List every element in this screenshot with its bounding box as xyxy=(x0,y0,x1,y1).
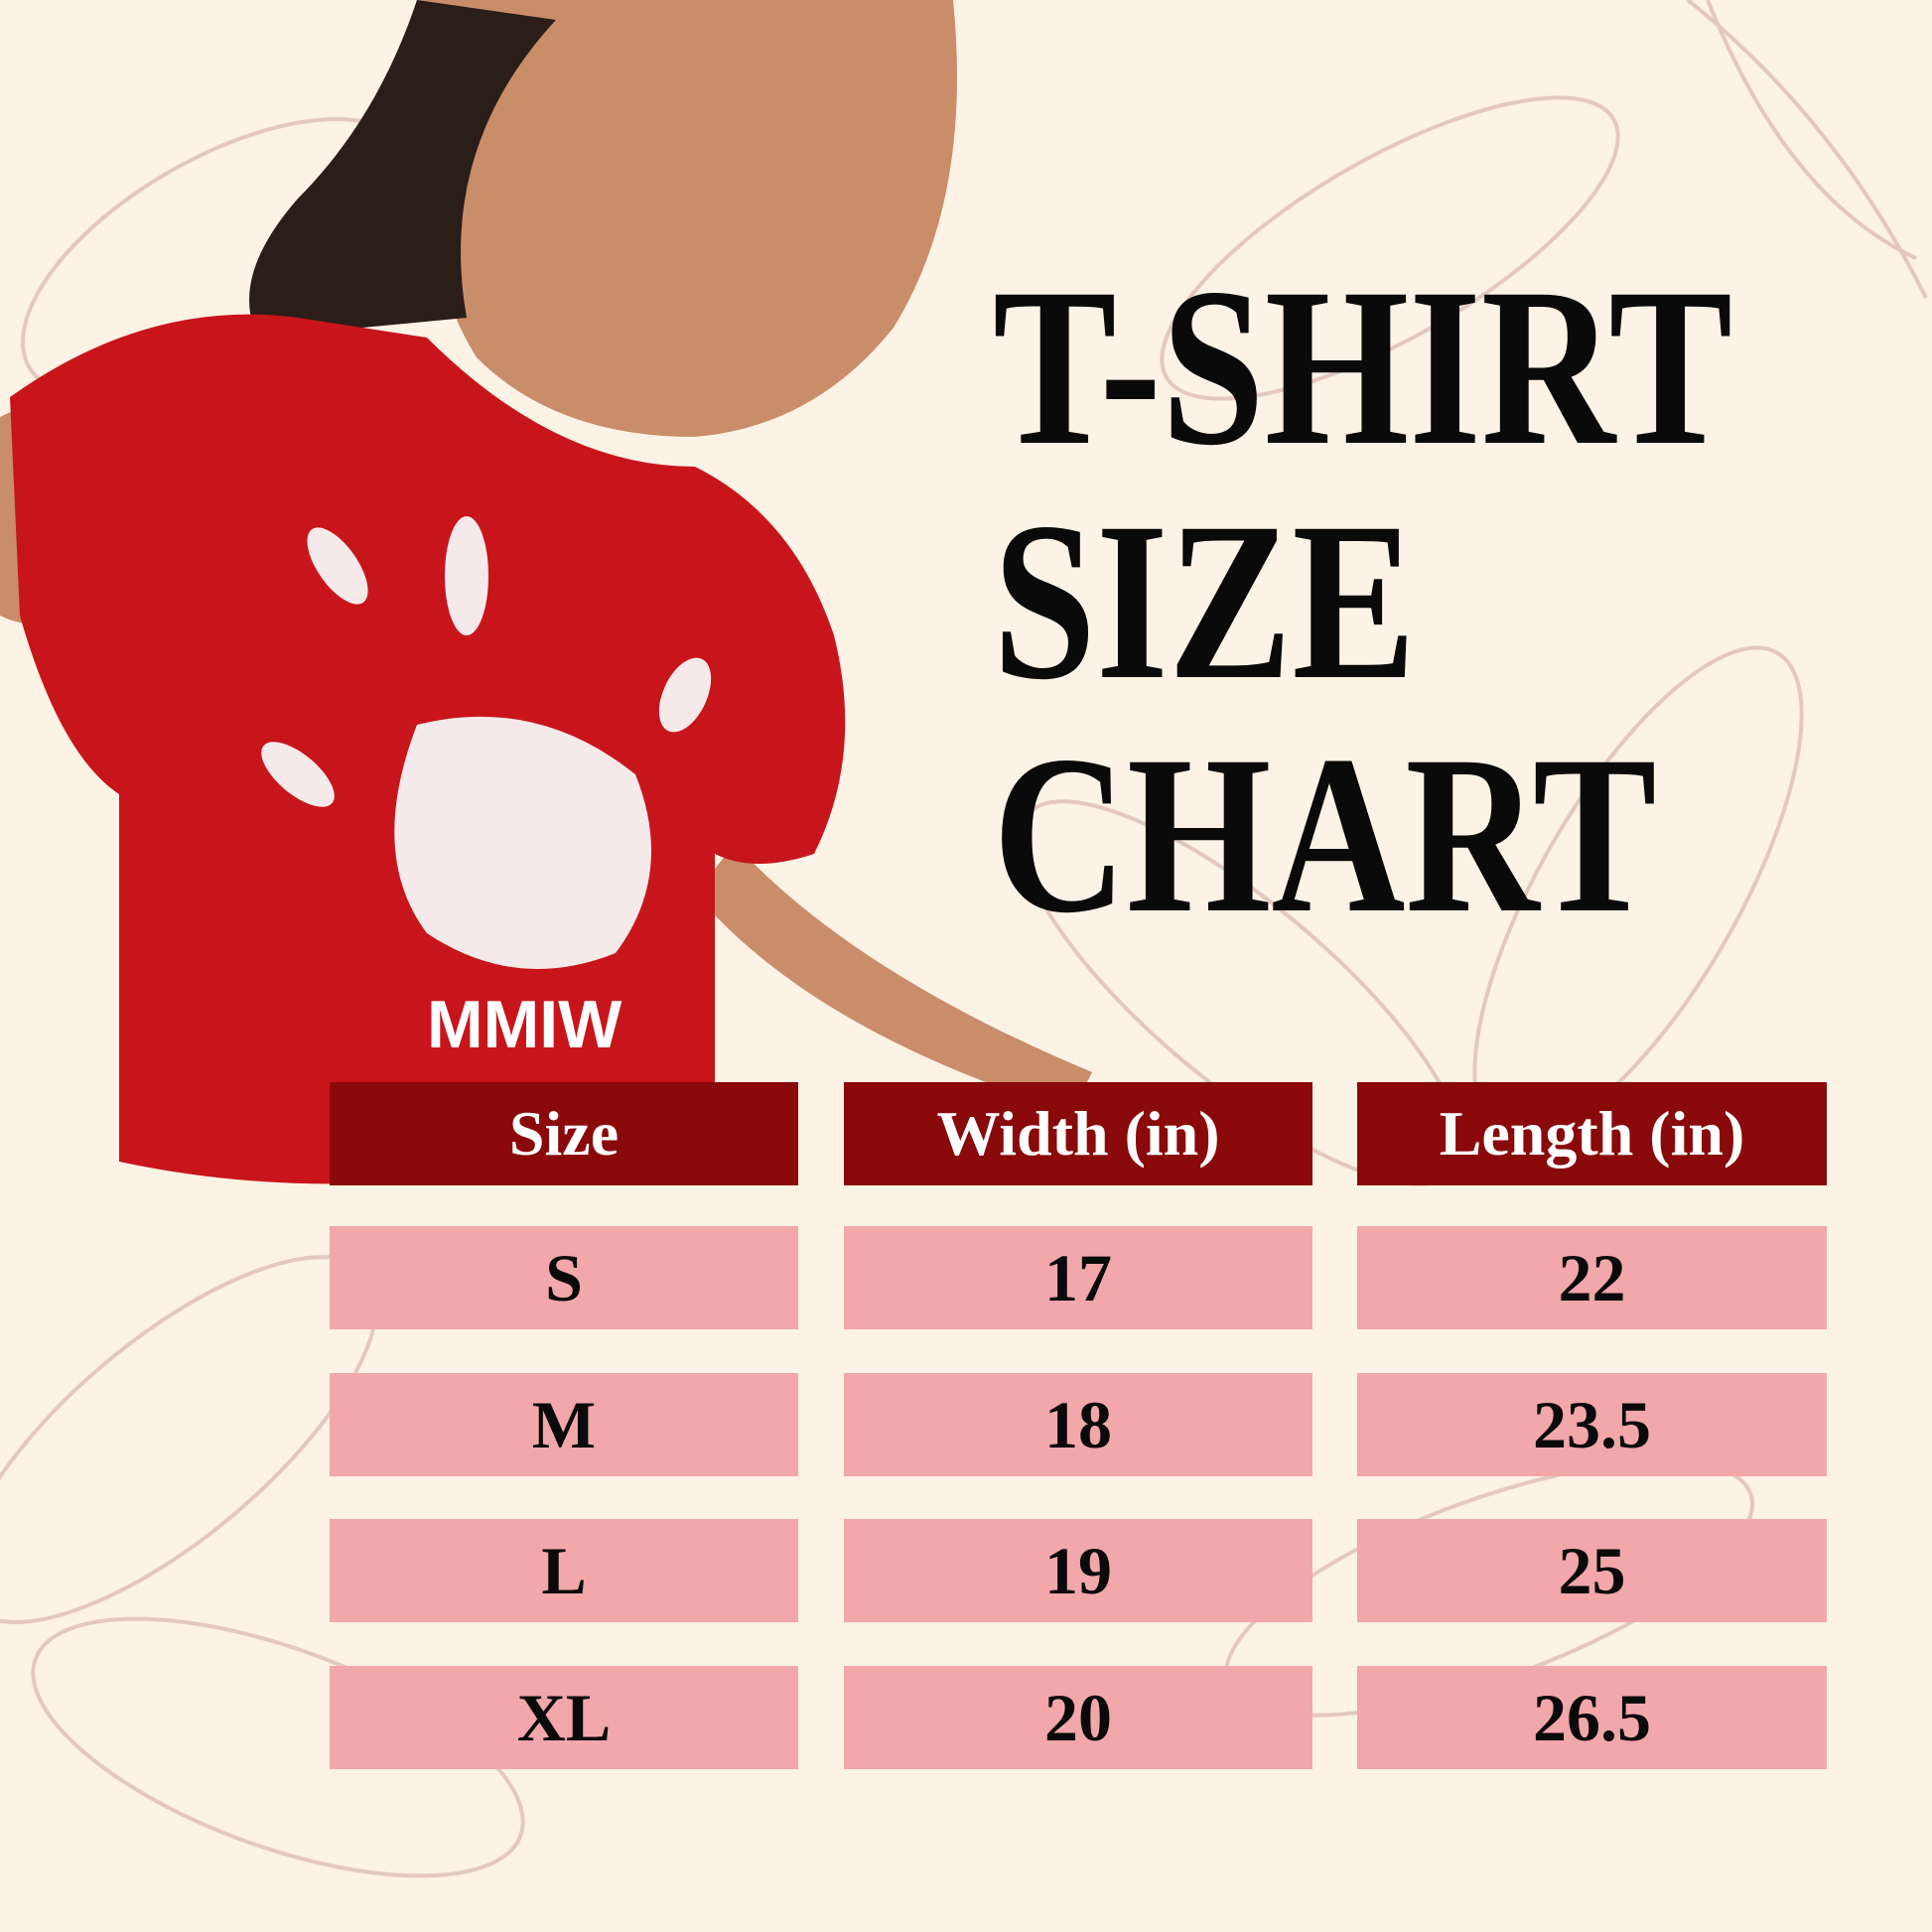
cell-length-m: 23.5 xyxy=(1357,1373,1827,1476)
shirt-print-text: MMIW xyxy=(427,987,622,1062)
cell-length-l: 25 xyxy=(1357,1519,1827,1622)
title-line-1: T-SHIRT xyxy=(993,242,1733,492)
cell-size-s: S xyxy=(330,1226,798,1329)
header-length: Length (in) xyxy=(1357,1082,1827,1185)
cell-width-m: 18 xyxy=(844,1373,1312,1476)
child-wearing-shirt-photo: MMIW xyxy=(0,0,1092,1184)
cell-length-s: 22 xyxy=(1357,1226,1827,1329)
cell-width-xl: 20 xyxy=(844,1666,1312,1769)
title-line-3: CHART xyxy=(993,710,1657,960)
cell-width-l: 19 xyxy=(844,1519,1312,1622)
cell-length-xl: 26.5 xyxy=(1357,1666,1827,1769)
cell-size-l: L xyxy=(330,1519,798,1622)
cell-width-s: 17 xyxy=(844,1226,1312,1329)
header-width: Width (in) xyxy=(844,1082,1312,1185)
header-size: Size xyxy=(330,1082,798,1185)
cell-size-m: M xyxy=(330,1373,798,1476)
title-line-2: SIZE xyxy=(993,477,1417,727)
cell-size-xl: XL xyxy=(330,1666,798,1769)
